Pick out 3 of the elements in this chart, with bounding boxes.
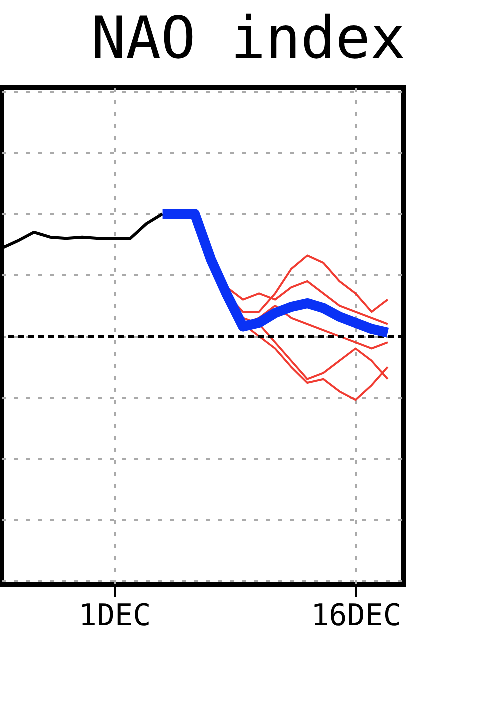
chart-title: NAO index [91,4,406,72]
x-tick-label: 16DEC [311,598,402,634]
x-tick-label: 1DEC [78,598,152,634]
